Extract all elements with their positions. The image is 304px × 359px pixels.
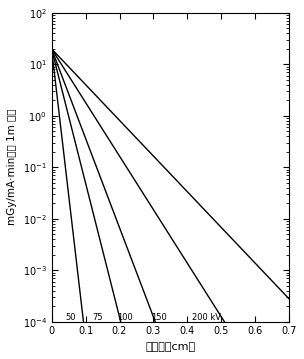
- X-axis label: 銑厂度（cm）: 銑厂度（cm）: [145, 342, 195, 352]
- Text: 200 kV: 200 kV: [192, 313, 221, 322]
- Y-axis label: mGy/mA·min（在 1m 处）: mGy/mA·min（在 1m 处）: [7, 109, 17, 225]
- Text: 150: 150: [151, 313, 167, 322]
- Text: 75: 75: [92, 313, 103, 322]
- Text: 100: 100: [117, 313, 133, 322]
- Text: 50: 50: [65, 313, 75, 322]
